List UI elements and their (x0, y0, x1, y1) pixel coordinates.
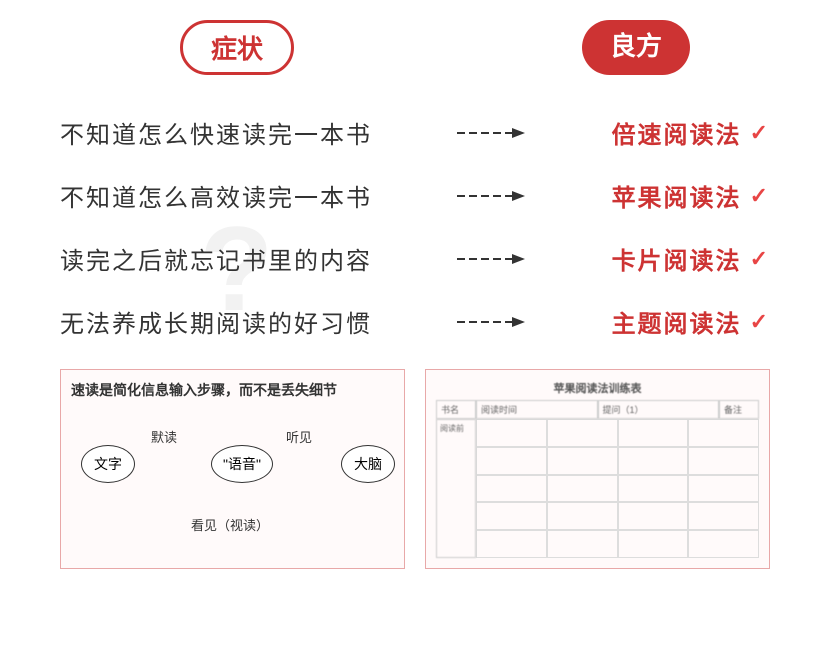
solution-label: 倍速阅读法 (612, 115, 742, 150)
flow-node-brain: 大脑 (341, 445, 395, 483)
solution-label: 苹果阅读法 (612, 178, 742, 213)
symptom-text: 读完之后就忘记书里的内容 (60, 241, 372, 276)
arrow-icon (457, 252, 527, 266)
grid-cells (476, 419, 759, 558)
mapping-row: 读完之后就忘记书里的内容 卡片阅读法 ✓ (60, 241, 770, 276)
grid-col-header: 阅读时间 (476, 400, 598, 419)
arrow-icon (457, 315, 527, 329)
grid-title: 苹果阅读法训练表 (436, 380, 759, 396)
check-icon: ✓ (750, 183, 770, 209)
header-row: 症状 良方 (60, 20, 770, 75)
grid-side-label: 阅读前 (436, 419, 476, 558)
mapping-row: 不知道怎么快速读完一本书 倍速阅读法 ✓ (60, 115, 770, 150)
solution-text: 主题阅读法 ✓ (612, 304, 770, 339)
grid-table: 苹果阅读法训练表 书名 阅读时间 提问（1） 备注 阅读前 (436, 380, 759, 558)
solution-text: 苹果阅读法 ✓ (612, 178, 770, 213)
check-icon: ✓ (750, 120, 770, 146)
mapping-rows: 不知道怎么快速读完一本书 倍速阅读法 ✓ 不知道怎么高效读完一本书 苹果阅读法 … (60, 115, 770, 339)
flow-panel-title: 速读是简化信息输入步骤，而不是丢失细节 (71, 380, 394, 400)
grid-col-header: 备注 (719, 400, 759, 419)
grid-panel: 苹果阅读法训练表 书名 阅读时间 提问（1） 备注 阅读前 (425, 369, 770, 569)
symptom-text: 不知道怎么高效读完一本书 (60, 178, 372, 213)
bottom-panels: 速读是简化信息输入步骤，而不是丢失细节 文字 "语音" 大脑 默读 听见 看见（… (60, 369, 770, 569)
flow-panel: 速读是简化信息输入步骤，而不是丢失细节 文字 "语音" 大脑 默读 听见 看见（… (60, 369, 405, 569)
solution-label: 主题阅读法 (612, 304, 742, 339)
grid-col-header: 提问（1） (598, 400, 720, 419)
check-icon: ✓ (750, 309, 770, 335)
flow-label-silent: 默读 (151, 427, 177, 446)
header-solution: 良方 (582, 20, 690, 75)
mapping-row: 不知道怎么高效读完一本书 苹果阅读法 ✓ (60, 178, 770, 213)
flow-label-see: 看见（视读） (191, 515, 269, 534)
flow-node-text: 文字 (81, 445, 135, 483)
solution-text: 倍速阅读法 ✓ (612, 115, 770, 150)
arrow-icon (457, 189, 527, 203)
arrow-icon (457, 126, 527, 140)
flow-label-hear: 听见 (286, 427, 312, 446)
grid-header: 书名 阅读时间 提问（1） 备注 (436, 400, 759, 419)
flow-node-voice: "语音" (211, 445, 273, 483)
grid-side-text: 阅读前 (440, 424, 464, 433)
mapping-row: 无法养成长期阅读的好习惯 主题阅读法 ✓ (60, 304, 770, 339)
solution-label: 卡片阅读法 (612, 241, 742, 276)
symptom-text: 不知道怎么快速读完一本书 (60, 115, 372, 150)
symptom-text: 无法养成长期阅读的好习惯 (60, 304, 372, 339)
solution-text: 卡片阅读法 ✓ (612, 241, 770, 276)
check-icon: ✓ (750, 246, 770, 272)
grid-col-header: 书名 (436, 400, 476, 419)
grid-body: 阅读前 (436, 419, 759, 558)
flow-diagram: 文字 "语音" 大脑 默读 听见 看见（视读） (71, 415, 394, 545)
header-symptom: 症状 (180, 20, 294, 75)
